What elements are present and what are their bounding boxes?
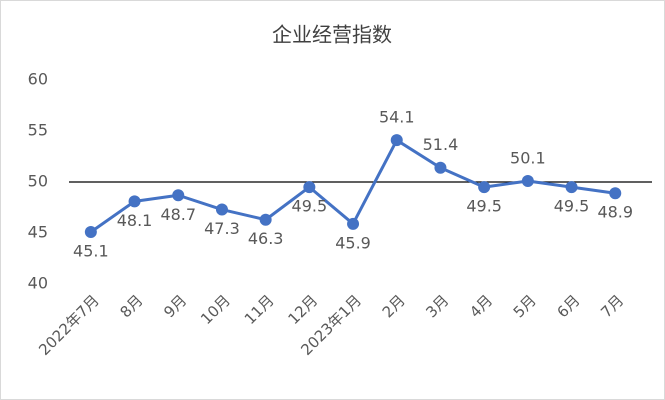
data-label: 50.1 [510, 148, 546, 167]
data-label: 48.1 [117, 211, 153, 230]
y-tick-label: 45 [28, 223, 48, 242]
data-point [521, 174, 534, 187]
data-point [478, 181, 491, 194]
y-tick-label: 40 [28, 274, 48, 293]
data-label: 47.3 [204, 219, 240, 238]
data-label: 54.1 [379, 108, 415, 127]
y-tick-label: 60 [28, 70, 48, 89]
y-tick-label: 50 [28, 172, 48, 191]
data-point [303, 181, 316, 194]
data-point [215, 203, 228, 216]
data-label: 45.1 [73, 241, 109, 260]
data-point [434, 161, 447, 174]
data-point [128, 195, 141, 208]
data-label: 48.9 [597, 203, 633, 222]
data-label: 46.3 [248, 229, 284, 248]
data-label: 48.7 [160, 205, 196, 224]
data-point [565, 181, 578, 194]
data-point [609, 187, 622, 200]
data-point [84, 225, 97, 238]
data-label: 49.5 [292, 197, 328, 216]
data-point [390, 134, 403, 147]
data-point [259, 213, 272, 226]
data-label: 49.5 [466, 197, 502, 216]
chart-title: 企业经营指数 [272, 23, 392, 47]
data-label: 49.5 [554, 197, 590, 216]
data-point [172, 189, 185, 202]
data-point [347, 217, 360, 230]
data-label: 51.4 [423, 135, 459, 154]
y-tick-label: 55 [28, 121, 48, 140]
data-label: 45.9 [335, 233, 371, 252]
